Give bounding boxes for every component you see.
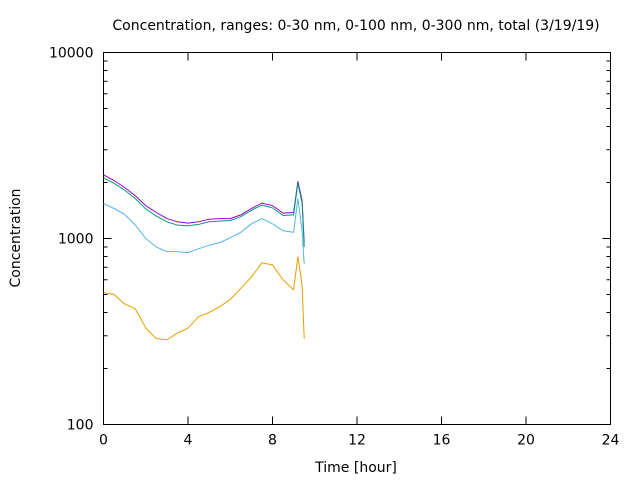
series-line-0-30-nm [103,256,305,341]
x-tick-label: 16 [433,433,451,449]
x-tick-label: 8 [268,433,277,449]
x-tick-label: 4 [184,433,193,449]
y-tick-label: 10000 [49,46,94,62]
plot-frame [103,52,611,425]
y-axis-label: Concentration [8,188,24,287]
x-tick-label: 12 [348,433,366,449]
y-tick-label: 1000 [58,232,94,248]
x-tick-label: 24 [602,433,620,449]
x-tick-label: 20 [517,433,535,449]
x-tick-label: 0 [99,433,108,449]
chart-title: Concentration, ranges: 0-30 nm, 0-100 nm… [112,18,599,34]
y-tick-label: 100 [67,418,94,434]
x-axis-label: Time [hour] [314,460,397,476]
series-line-total [103,174,305,243]
series-line-0-300-nm [103,177,305,248]
series-line-0-100-nm [103,198,305,264]
